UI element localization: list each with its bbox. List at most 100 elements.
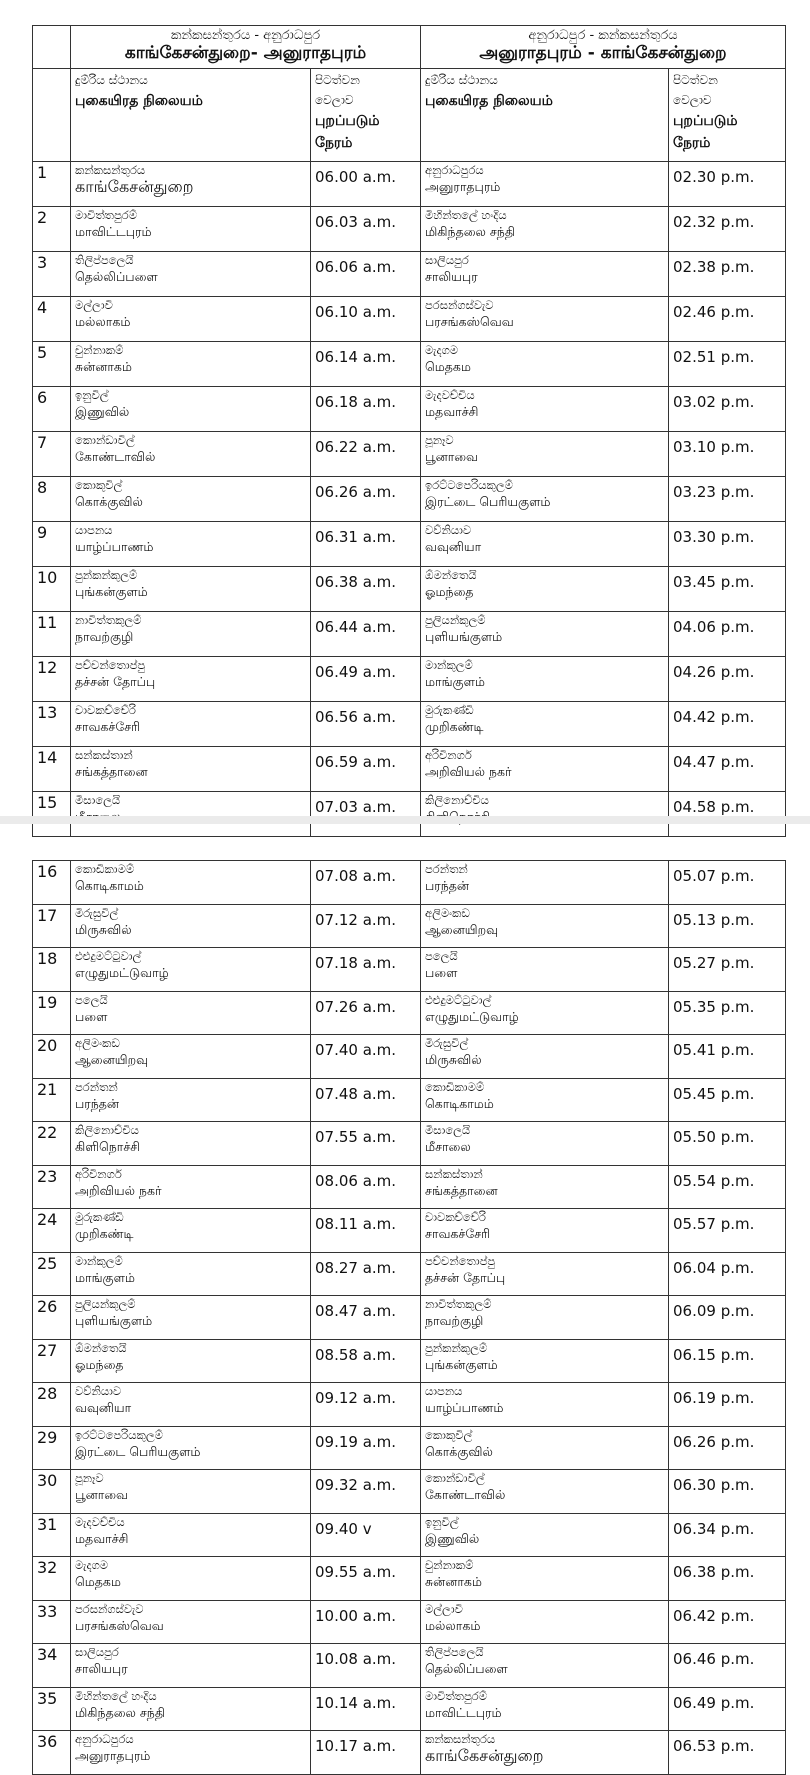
station-name-sinhala: මැදවච්චිය [75, 1514, 125, 1529]
station-name-tamil: சாவகச்சேரி [425, 1226, 491, 1241]
departure-time: 06.49 a.m. [310, 656, 421, 702]
departure-time: 07.40 a.m. [310, 1034, 421, 1079]
row-number: 4 [32, 296, 71, 342]
departure-time: 07.26 a.m. [310, 990, 421, 1035]
station-name-sinhala: චාවකච්චේරි [425, 1210, 486, 1224]
station-name-sinhala: මල්ලාවි [75, 298, 113, 312]
timetable-page-1: කන්කසන්තුරය - අනුරාධපුර காங்கேசன்துறை- அ… [32, 25, 786, 837]
station-cell: එළුදුමට්ටුවාල් எழுதுமட்டுவாழ் [70, 947, 311, 992]
station-name-sinhala: කොන්ඩාවිල් [425, 1471, 485, 1485]
station-name-sinhala: අලිමංකඩ [75, 1036, 120, 1050]
departure-time: 06.46 p.m. [668, 1643, 786, 1688]
departure-time: 05.13 p.m. [668, 903, 786, 948]
station-cell: මල්ලාවි மல்லாகம் [70, 296, 311, 342]
departure-time: 06.00 a.m. [310, 161, 421, 207]
station-name-sinhala: චාවකච්චේරි [75, 703, 136, 717]
departure-time: 05.45 p.m. [668, 1077, 786, 1122]
station-name-tamil: தச்சன் தோப்பு [75, 674, 156, 689]
departure-time: 06.42 p.m. [668, 1599, 786, 1644]
station-cell: කන්කසන්තුරය காங்கேசன்துறை [70, 161, 311, 207]
station-name-tamil: எழுதுமட்டுவாழ் [75, 965, 169, 980]
row-number: 5 [32, 341, 71, 387]
time-header-sinhala-2: වෙලාව [315, 93, 354, 107]
station-name-sinhala: පරසන්ගස්වැව [75, 1601, 144, 1616]
station-name-sinhala: මාන්කුලම් [75, 1253, 123, 1268]
station-cell: ඕමන්තෙයි ஓமந்தை [70, 1338, 311, 1383]
station-name-tamil: புளியங்குளம் [75, 1313, 153, 1328]
station-name-tamil: மாவிட்டபுரம் [425, 1704, 502, 1720]
station-name-sinhala: මීසාලෙයි [75, 793, 121, 807]
station-name-sinhala: මිරුසුවිල් [75, 905, 119, 920]
station-name-tamil: புளியங்குளம் [425, 629, 503, 644]
table-row: 13 චාවකච්චේරි சாவகச்சேரி 06.56 a.m. මුරුකණ්ඩ… [32, 701, 786, 747]
station-name-sinhala: පලෙයි [75, 992, 108, 1007]
station-name-tamil: நாவற்குழி [425, 1313, 484, 1328]
station-name-sinhala: කොඩිකාමම් [75, 862, 135, 876]
station-name-sinhala: අරිවිනගර් [425, 748, 472, 762]
departure-time: 05.07 p.m. [668, 860, 786, 905]
row-number: 33 [32, 1599, 71, 1644]
row-number: 23 [32, 1164, 71, 1209]
station-name-sinhala: පූනෑව [425, 433, 454, 447]
station-name-tamil: அனுராதபுரம் [75, 1748, 151, 1763]
route-tamil: அனுராதபுரம் - காங்கேசன்துறை [479, 43, 727, 63]
station-name-sinhala: චුන්නාකම් [425, 1558, 474, 1572]
station-name-tamil: சுன்னாகம் [75, 359, 132, 374]
row-number: 3 [32, 251, 71, 297]
station-name-tamil: பூனாவை [75, 1487, 129, 1502]
station-name-tamil: பரந்தன் [425, 878, 470, 893]
station-name-sinhala: කොඩිකාමම් [425, 1079, 485, 1094]
row-number: 29 [32, 1425, 71, 1470]
departure-time: 06.49 p.m. [668, 1686, 786, 1731]
departure-time: 06.14 a.m. [310, 341, 421, 387]
station-cell: ඉරට්ටපෙරියකුලම් இரட்டை பெரியகுளம் [420, 476, 669, 522]
route-header-row: කන්කසන්තුරය - අනුරාධපුර காங்கேசன்துறை- அ… [32, 25, 786, 69]
station-name-tamil: மாங்குளம் [75, 1269, 135, 1285]
departure-time: 05.35 p.m. [668, 990, 786, 1035]
station-cell: නාවිත්තකුලම් நாவற்குழி [70, 611, 311, 657]
departure-time: 06.53 p.m. [668, 1730, 786, 1775]
station-name-sinhala: සාලියපුර [425, 253, 469, 267]
station-cell: චාවකච්චේරි சாவகச்சேரி [70, 701, 311, 747]
station-name-tamil: சாவகச்சேரி [75, 719, 141, 734]
station-cell: යාපනය யாழ்ப்பாணம் [420, 1382, 669, 1427]
departure-time: 02.32 p.m. [668, 206, 786, 252]
row-number: 18 [32, 947, 71, 992]
table-row: 31 මැදවච්චිය மதவாச்சி 09.40 v ඉනුවිල් இணுவில்… [32, 1512, 786, 1557]
station-name-sinhala: පච්චන්තොප්පු [75, 658, 146, 672]
station-name-sinhala: තිලිප්පලෙයි [75, 253, 134, 267]
departure-time: 04.47 p.m. [668, 746, 786, 792]
station-name-tamil: பூனாவை [425, 449, 479, 464]
station-name-tamil: சாலியபுர [425, 269, 478, 284]
station-name-tamil: கோண்டாவில் [75, 449, 156, 464]
station-name-tamil: மெதகம [425, 359, 471, 374]
table-row: 24 මුරුකණ්ඩි முறிகண்டி 08.11 a.m. චාවකච්චේරි… [32, 1208, 786, 1253]
station-name-tamil: ஓமந்தை [425, 584, 474, 599]
station-cell: අනුරාධපුරය அனுராதபுரம் [420, 161, 669, 207]
station-cell: චුන්නාකම් சுன்னாகம் [420, 1556, 669, 1601]
row-number: 24 [32, 1208, 71, 1253]
station-name-tamil: இரட்டை பெரியகுளம் [75, 1443, 201, 1459]
table-row: 17 මිරුසුවිල් மிருசுவில் 07.12 a.m. අලිමංකඩ ஆ… [32, 903, 786, 948]
time-header-tamil-2: நேரம் [315, 135, 353, 151]
station-cell: පරන්තන් பரந்தன் [420, 860, 669, 905]
station-name-tamil: இணுவில் [425, 1530, 480, 1546]
table-row: 2 මාවිත්තපුරම් மாவிட்டபுரம் 06.03 a.m. මිහින… [32, 206, 786, 252]
station-name-tamil: தச்சன் தோப்பு [425, 1269, 506, 1285]
station-name-sinhala: වව්නියාව [75, 1384, 122, 1398]
station-name-sinhala: මැදගම [425, 343, 459, 357]
station-cell: මිහින්තලේ හංදිය மிகிந்தலை சந்தி [420, 206, 669, 252]
table-row: 28 වව්නියාව வவுனியா 09.12 a.m. යාපනය யாழ்ப்பா… [32, 1382, 786, 1427]
station-name-tamil: பளை [75, 1008, 108, 1024]
station-name-tamil: ஆனையிறவு [425, 921, 499, 937]
table-row: 19 පලෙයි பளை 07.26 a.m. එළුදුමට්ටුවාල් எழுதும… [32, 990, 786, 1035]
row-number: 14 [32, 746, 71, 792]
station-name-tamil: பரந்தன் [75, 1095, 120, 1111]
departure-time: 07.48 a.m. [310, 1077, 421, 1122]
station-cell: සාලියපුර சாலியபுர [420, 251, 669, 297]
departure-time-column-header: පිටත්වන වෙලාව புறப்படும் நேரம் [668, 68, 786, 162]
station-name-tamil: கோண்டாவில் [425, 1487, 506, 1502]
station-name-tamil: காங்கேசன்துறை [425, 1746, 544, 1765]
station-name-tamil: சங்கத்தானை [75, 764, 148, 779]
station-name-tamil: காங்கேசன்துறை [75, 177, 194, 196]
